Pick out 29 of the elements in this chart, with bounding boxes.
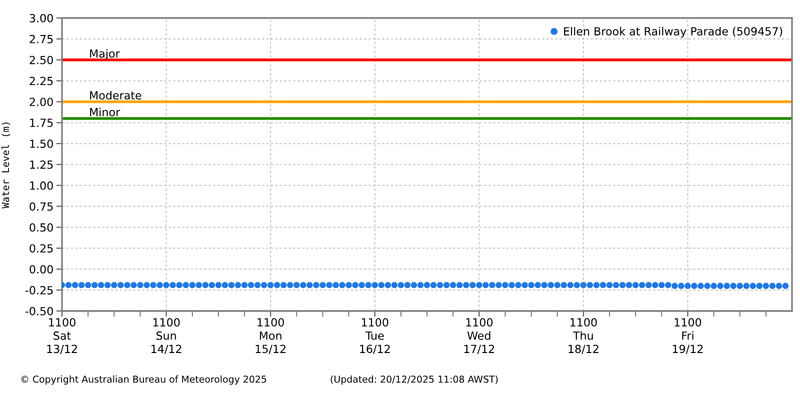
y-tick-label: 1.75 [30,118,53,128]
x-tick-label: 1100 Thu 18/12 [568,318,598,354]
y-tick-label: 0.50 [30,223,53,232]
y-tick-label: -0.50 [25,306,53,316]
y-tick-label: 0.75 [30,202,53,211]
y-tick-label: 1.25 [30,160,53,169]
x-tick-label: 1100 Tue 16/12 [360,318,390,354]
y-axis-title: Water Level (m) [2,122,10,208]
x-tick-label: 1100 Wed 17/12 [464,318,494,354]
y-tick-label: 2.50 [30,56,53,64]
y-tick-label: 1.00 [30,181,53,190]
y-tick-label: 2.00 [30,98,53,106]
x-tick-label: 1100 Sat 13/12 [47,318,77,354]
x-tick-label: 1100 Fri 19/12 [672,318,703,354]
y-tick-label: 0.00 [30,265,53,274]
text: (Updated: 20/12/2025 11:08 AWST) [330,375,498,385]
ref-line-label: Major [90,49,120,60]
y-tick-label: 2.25 [30,76,53,86]
y-tick-label: 2.75 [30,34,53,44]
text: © Copyright Australian Bureau of Meteorology 2025 [21,375,266,385]
y-tick-label: 3.00 [30,14,53,22]
x-tick-label: 1100 Sun 14/12 [151,318,182,354]
ref-line-label: Minor [90,108,120,116]
x-tick-label: 1100 Mon 15/12 [256,318,286,354]
y-tick-label: -0.25 [25,286,53,294]
ref-line-label: Moderate [90,90,142,100]
y-tick-label: 0.25 [30,244,53,253]
legend-label: Ellen Brook at Railway Parade (509457) [564,26,782,38]
y-tick-label: 1.50 [30,140,53,148]
